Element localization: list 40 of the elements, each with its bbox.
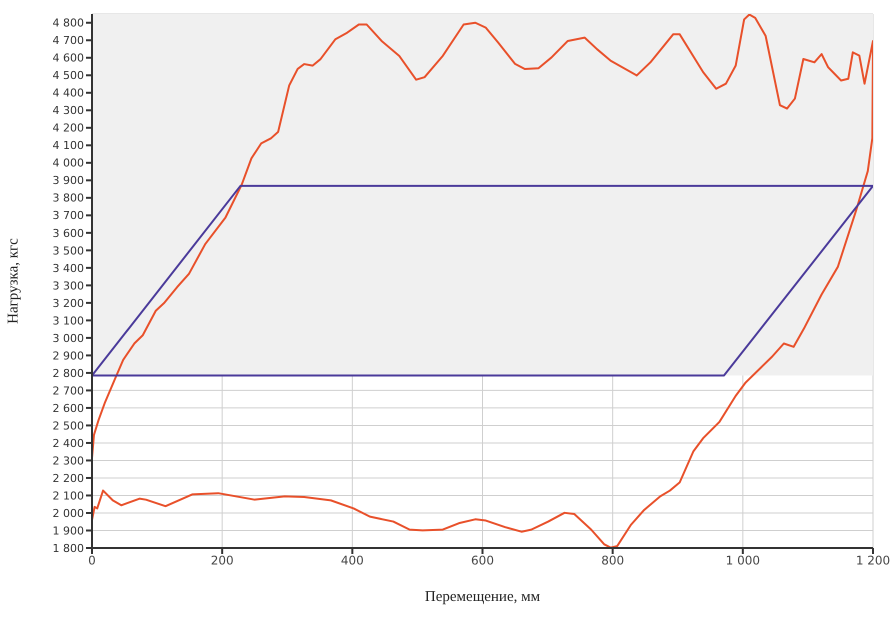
x-tick-label: 200 (210, 554, 234, 568)
x-tick-label: 400 (340, 554, 364, 568)
y-tick-label: 2 100 (52, 489, 84, 502)
y-tick-label: 3 800 (52, 192, 84, 205)
y-tick-label: 2 700 (52, 384, 84, 398)
y-tick-label: 3 900 (52, 174, 84, 188)
y-tick-label: 3 700 (52, 209, 84, 222)
y-tick-label: 4 000 (52, 156, 84, 170)
y-tick-label: 4 300 (52, 104, 84, 118)
y-tick-label: 2 300 (52, 454, 84, 468)
y-tick-label: 3 500 (52, 244, 84, 258)
y-tick-label: 2 400 (52, 436, 84, 450)
y-tick-label: 4 600 (52, 52, 84, 65)
y-tick-label: 4 500 (52, 69, 84, 82)
y-tick-label: 2 800 (52, 366, 84, 380)
y-tick-label: 4 100 (52, 139, 84, 152)
y-tick-label: 3 100 (52, 314, 84, 328)
x-tick-label: 0 (88, 554, 96, 568)
y-tick-label: 2 900 (52, 349, 84, 362)
y-tick-label: 1 900 (52, 524, 84, 538)
y-tick-label: 4 200 (52, 122, 84, 135)
y-tick-label: 3 200 (52, 296, 84, 310)
x-tick-label: 1 200 (856, 554, 890, 568)
y-tick-label: 1 800 (52, 542, 84, 555)
y-tick-label: 3 000 (52, 332, 84, 345)
x-axis-title: Перемещение, мм (424, 589, 541, 605)
y-tick-label: 2 500 (52, 419, 84, 432)
y-tick-label: 3 600 (52, 226, 84, 240)
x-tick-label: 1 000 (726, 554, 760, 568)
y-tick-label: 4 400 (52, 86, 84, 100)
y-tick-label: 4 800 (52, 16, 84, 30)
y-axis-title: Нагрузка, кгс (5, 238, 22, 324)
y-tick-label: 2 200 (52, 472, 84, 485)
x-tick-label: 800 (601, 554, 624, 568)
y-tick-label: 4 700 (52, 34, 84, 48)
y-tick-label: 3 300 (52, 279, 84, 292)
y-tick-label: 2 600 (52, 402, 84, 415)
x-tick-label: 600 (471, 554, 494, 568)
y-tick-label: 3 400 (52, 262, 84, 275)
y-tick-label: 2 000 (52, 506, 84, 520)
